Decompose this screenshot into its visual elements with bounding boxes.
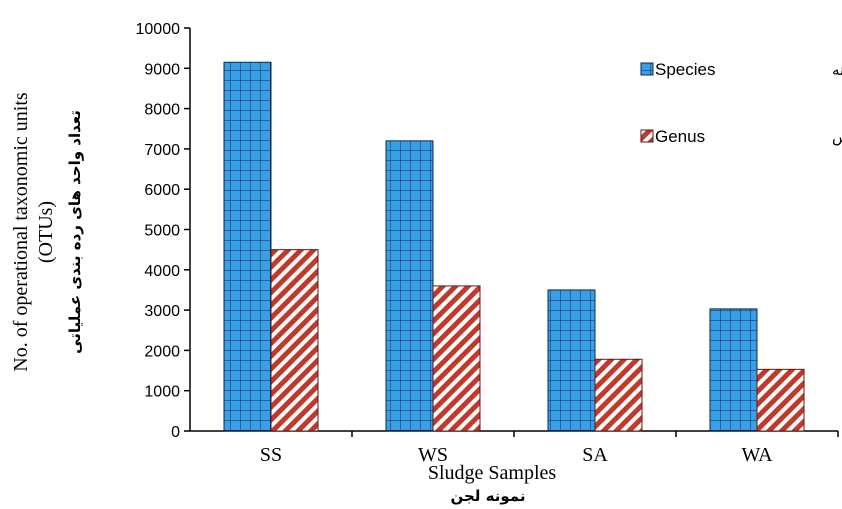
legend-label-genus-persian: جنس — [832, 128, 842, 146]
x-axis-title-persian: نمونه لجن — [451, 487, 526, 505]
x-category-label: SS — [260, 444, 282, 466]
y-tick-label: 4000 — [144, 263, 180, 280]
x-category-label: WA — [741, 444, 773, 466]
bar-genus-ws — [432, 285, 481, 432]
x-category-label: SA — [582, 444, 608, 466]
y-axis-title-persian: تعداد واحد های رده بندی عملیاتی — [66, 110, 84, 354]
bar-species-sa — [547, 289, 596, 432]
y-tick-label: 7000 — [144, 142, 180, 159]
legend-swatch-species — [640, 62, 654, 76]
bar-species-wa — [709, 308, 758, 432]
x-category-label: WS — [418, 444, 448, 466]
x-axis-title: Sludge Samples — [428, 462, 557, 484]
y-tick-group: 0 1000 2000 3000 4000 5000 6000 7000 8000 9000 100… — [136, 21, 190, 441]
bar-genus-ss — [270, 249, 319, 432]
bar-genus-wa — [756, 368, 805, 432]
y-tick-label: 10000 — [136, 21, 181, 38]
y-tick-label: 3000 — [144, 303, 180, 320]
y-tick-label: 6000 — [144, 182, 180, 199]
legend-label-species: Species — [655, 60, 715, 79]
bar-genus-sa — [594, 358, 643, 432]
bars-group — [223, 61, 805, 432]
legend: Species گونه Genus جنس — [640, 60, 842, 146]
legend-label-genus: Genus — [655, 127, 705, 146]
legend-label-species-persian: گونه — [832, 61, 842, 79]
legend-swatch-genus — [640, 129, 654, 143]
y-tick-label: 8000 — [144, 102, 180, 119]
y-tick-label: 5000 — [144, 223, 180, 240]
y-tick-label: 1000 — [144, 384, 180, 401]
bar-species-ws — [385, 140, 434, 432]
y-tick-label: 2000 — [144, 343, 180, 360]
y-tick-label: 0 — [171, 424, 180, 441]
y-axis-title: No. of operational taxonomic units — [10, 92, 32, 372]
y-tick-label: 9000 — [144, 61, 180, 78]
bar-species-ss — [223, 61, 272, 432]
x-category-group: SS WS SA WA — [260, 431, 839, 466]
y-axis-title-unit: (OTUs) — [35, 201, 57, 263]
